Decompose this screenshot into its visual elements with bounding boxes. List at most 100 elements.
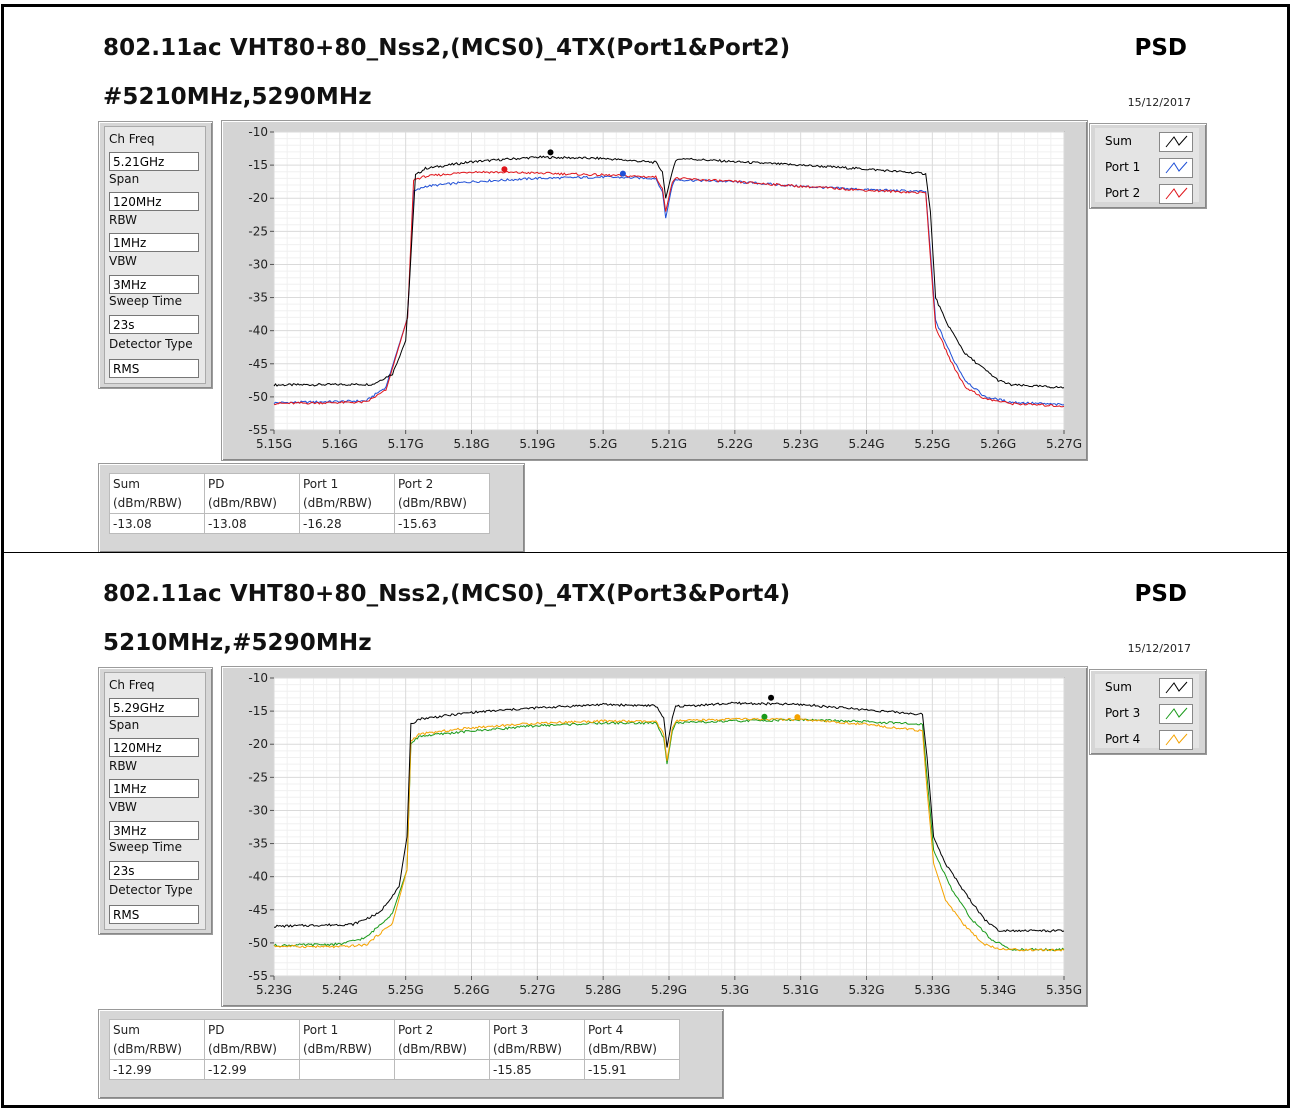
param-value-span[interactable]: 120MHz — [109, 192, 199, 211]
param-value-span[interactable]: 120MHz — [109, 738, 199, 757]
param-label-rbw: RBW — [109, 213, 138, 227]
param-value-detector-type[interactable]: RMS — [109, 905, 199, 924]
unit-cell: (dBm/RBW) — [584, 1039, 680, 1060]
peak-marker — [794, 714, 801, 721]
param-label-span: Span — [109, 172, 140, 186]
legend-swatch-port4[interactable] — [1159, 730, 1193, 750]
legend-label: Port 1 — [1105, 160, 1141, 174]
param-value-ch-freq[interactable]: 5.29GHz — [109, 698, 199, 717]
y-tick-label: -45 — [248, 903, 268, 917]
grid — [273, 677, 1065, 977]
param-value-vbw[interactable]: 3MHz — [109, 821, 199, 840]
header-cell: Sum — [109, 473, 205, 494]
x-tick-label: 5.24G — [848, 437, 884, 451]
y-tick-label: -30 — [248, 803, 268, 817]
measurement-params: Ch Freq 5.21GHz Span 120MHz RBW 1MHz VBW… — [98, 121, 213, 389]
value-cell: -12.99 — [109, 1059, 205, 1080]
x-tick-label: 5.22G — [717, 437, 753, 451]
psd-panel-2: 802.11ac VHT80+80_Nss2,(MCS0)_4TX(Port3&… — [1, 552, 1290, 1108]
param-value-rbw[interactable]: 1MHz — [109, 233, 199, 252]
date-label: 15/12/2017 — [1127, 642, 1191, 655]
param-label-ch-freq: Ch Freq — [109, 132, 155, 146]
x-tick-label: 5.34G — [980, 983, 1016, 997]
x-tick-label: 5.23G — [256, 983, 292, 997]
param-label-vbw: VBW — [109, 254, 137, 268]
psd-chart-2: 5.23G 5.24G 5.25G 5.26G 5.27G 5.28G 5.29G 5.3G 5… — [221, 666, 1088, 1007]
param-value-sweep-time[interactable]: 23s — [109, 315, 199, 334]
legend-label: Port 3 — [1105, 706, 1141, 720]
panel-title: 802.11ac VHT80+80_Nss2,(MCS0)_4TX(Port3&… — [103, 581, 791, 607]
header-cell: Port 4 — [584, 1019, 680, 1040]
header-cell: Port 2 — [394, 1019, 490, 1040]
y-tick-label: -25 — [248, 224, 268, 238]
legend-swatch-sum[interactable] — [1159, 678, 1193, 698]
x-tick-label: 5.15G — [256, 437, 292, 451]
param-label-ch-freq: Ch Freq — [109, 678, 155, 692]
param-value-rbw[interactable]: 1MHz — [109, 779, 199, 798]
unit-cell: (dBm/RBW) — [204, 493, 300, 514]
legend-swatch-sum[interactable] — [1159, 132, 1193, 152]
psd-chart-svg: 5.23G 5.24G 5.25G 5.26G 5.27G 5.28G 5.29G 5.3G 5… — [248, 671, 1082, 997]
legend-swatch-port2[interactable] — [1159, 184, 1193, 204]
x-tick-label: 5.26G — [980, 437, 1016, 451]
header-cell: Sum — [109, 1019, 205, 1040]
y-tick-label: -45 — [248, 357, 268, 371]
x-tick-label: 5.26G — [453, 983, 489, 997]
chart-legend: Sum Port 1 Port 2 — [1089, 123, 1207, 209]
header-cell: PD — [204, 1019, 300, 1040]
y-tick-label: -15 — [248, 704, 268, 718]
panel-subtitle: #5210MHz,5290MHz — [103, 84, 372, 110]
y-tick-label: -20 — [248, 191, 268, 205]
param-value-sweep-time[interactable]: 23s — [109, 861, 199, 880]
x-tick-label: 5.17G — [388, 437, 424, 451]
param-label-rbw: RBW — [109, 759, 138, 773]
value-cell: -12.99 — [204, 1059, 300, 1080]
x-tick-label: 5.2G — [589, 437, 617, 451]
series-line — [273, 718, 1065, 952]
y-tick-label: -40 — [248, 324, 268, 338]
x-tick-label: 5.32G — [848, 983, 884, 997]
value-cell: -13.08 — [109, 513, 205, 534]
value-cell: -15.91 — [584, 1059, 680, 1080]
x-tick-label: 5.25G — [388, 983, 424, 997]
param-value-ch-freq[interactable]: 5.21GHz — [109, 152, 199, 171]
header-cell: PD — [204, 473, 300, 494]
peak-marker — [547, 149, 554, 156]
psd-chart-1: 5.15G 5.16G 5.17G 5.18G 5.19G 5.2G 5.21G 5.22G 5… — [221, 120, 1088, 461]
legend-label: Sum — [1105, 680, 1132, 694]
results-table: Sum PD Port 1 Port 2 Port 3 Port 4 (dBm/… — [98, 1009, 724, 1099]
y-tick-label: -15 — [248, 158, 268, 172]
legend-label: Port 4 — [1105, 732, 1141, 746]
param-label-vbw: VBW — [109, 800, 137, 814]
unit-cell: (dBm/RBW) — [489, 1039, 585, 1060]
y-tick-label: -40 — [248, 870, 268, 884]
x-tick-label: 5.27G — [1046, 437, 1082, 451]
peak-marker — [768, 694, 775, 701]
value-cell — [394, 1059, 490, 1080]
unit-cell: (dBm/RBW) — [109, 1039, 205, 1060]
param-value-detector-type[interactable]: RMS — [109, 359, 199, 378]
chart-legend: Sum Port 3 Port 4 — [1089, 669, 1207, 755]
value-cell: -16.28 — [299, 513, 395, 534]
series-line — [273, 155, 1065, 389]
legend-swatch-port3[interactable] — [1159, 704, 1193, 724]
param-label-detector-type: Detector Type — [109, 337, 193, 351]
x-tick-label: 5.33G — [914, 983, 950, 997]
y-tick-label: -10 — [248, 671, 268, 685]
value-cell — [299, 1059, 395, 1080]
peak-marker — [619, 170, 626, 177]
peak-marker — [501, 166, 508, 173]
panel-title: 802.11ac VHT80+80_Nss2,(MCS0)_4TX(Port1&… — [103, 35, 791, 61]
y-tick-label: -20 — [248, 737, 268, 751]
x-tick-label: 5.18G — [453, 437, 489, 451]
unit-cell: (dBm/RBW) — [299, 493, 395, 514]
param-value-vbw[interactable]: 3MHz — [109, 275, 199, 294]
psd-label: PSD — [1134, 581, 1187, 607]
series-line — [274, 701, 1065, 933]
legend-swatch-port1[interactable] — [1159, 158, 1193, 178]
panel-subtitle: 5210MHz,#5290MHz — [103, 630, 372, 656]
unit-cell: (dBm/RBW) — [394, 1039, 490, 1060]
y-tick-label: -35 — [248, 291, 268, 305]
x-tick-label: 5.29G — [651, 983, 687, 997]
peak-marker — [761, 713, 768, 720]
